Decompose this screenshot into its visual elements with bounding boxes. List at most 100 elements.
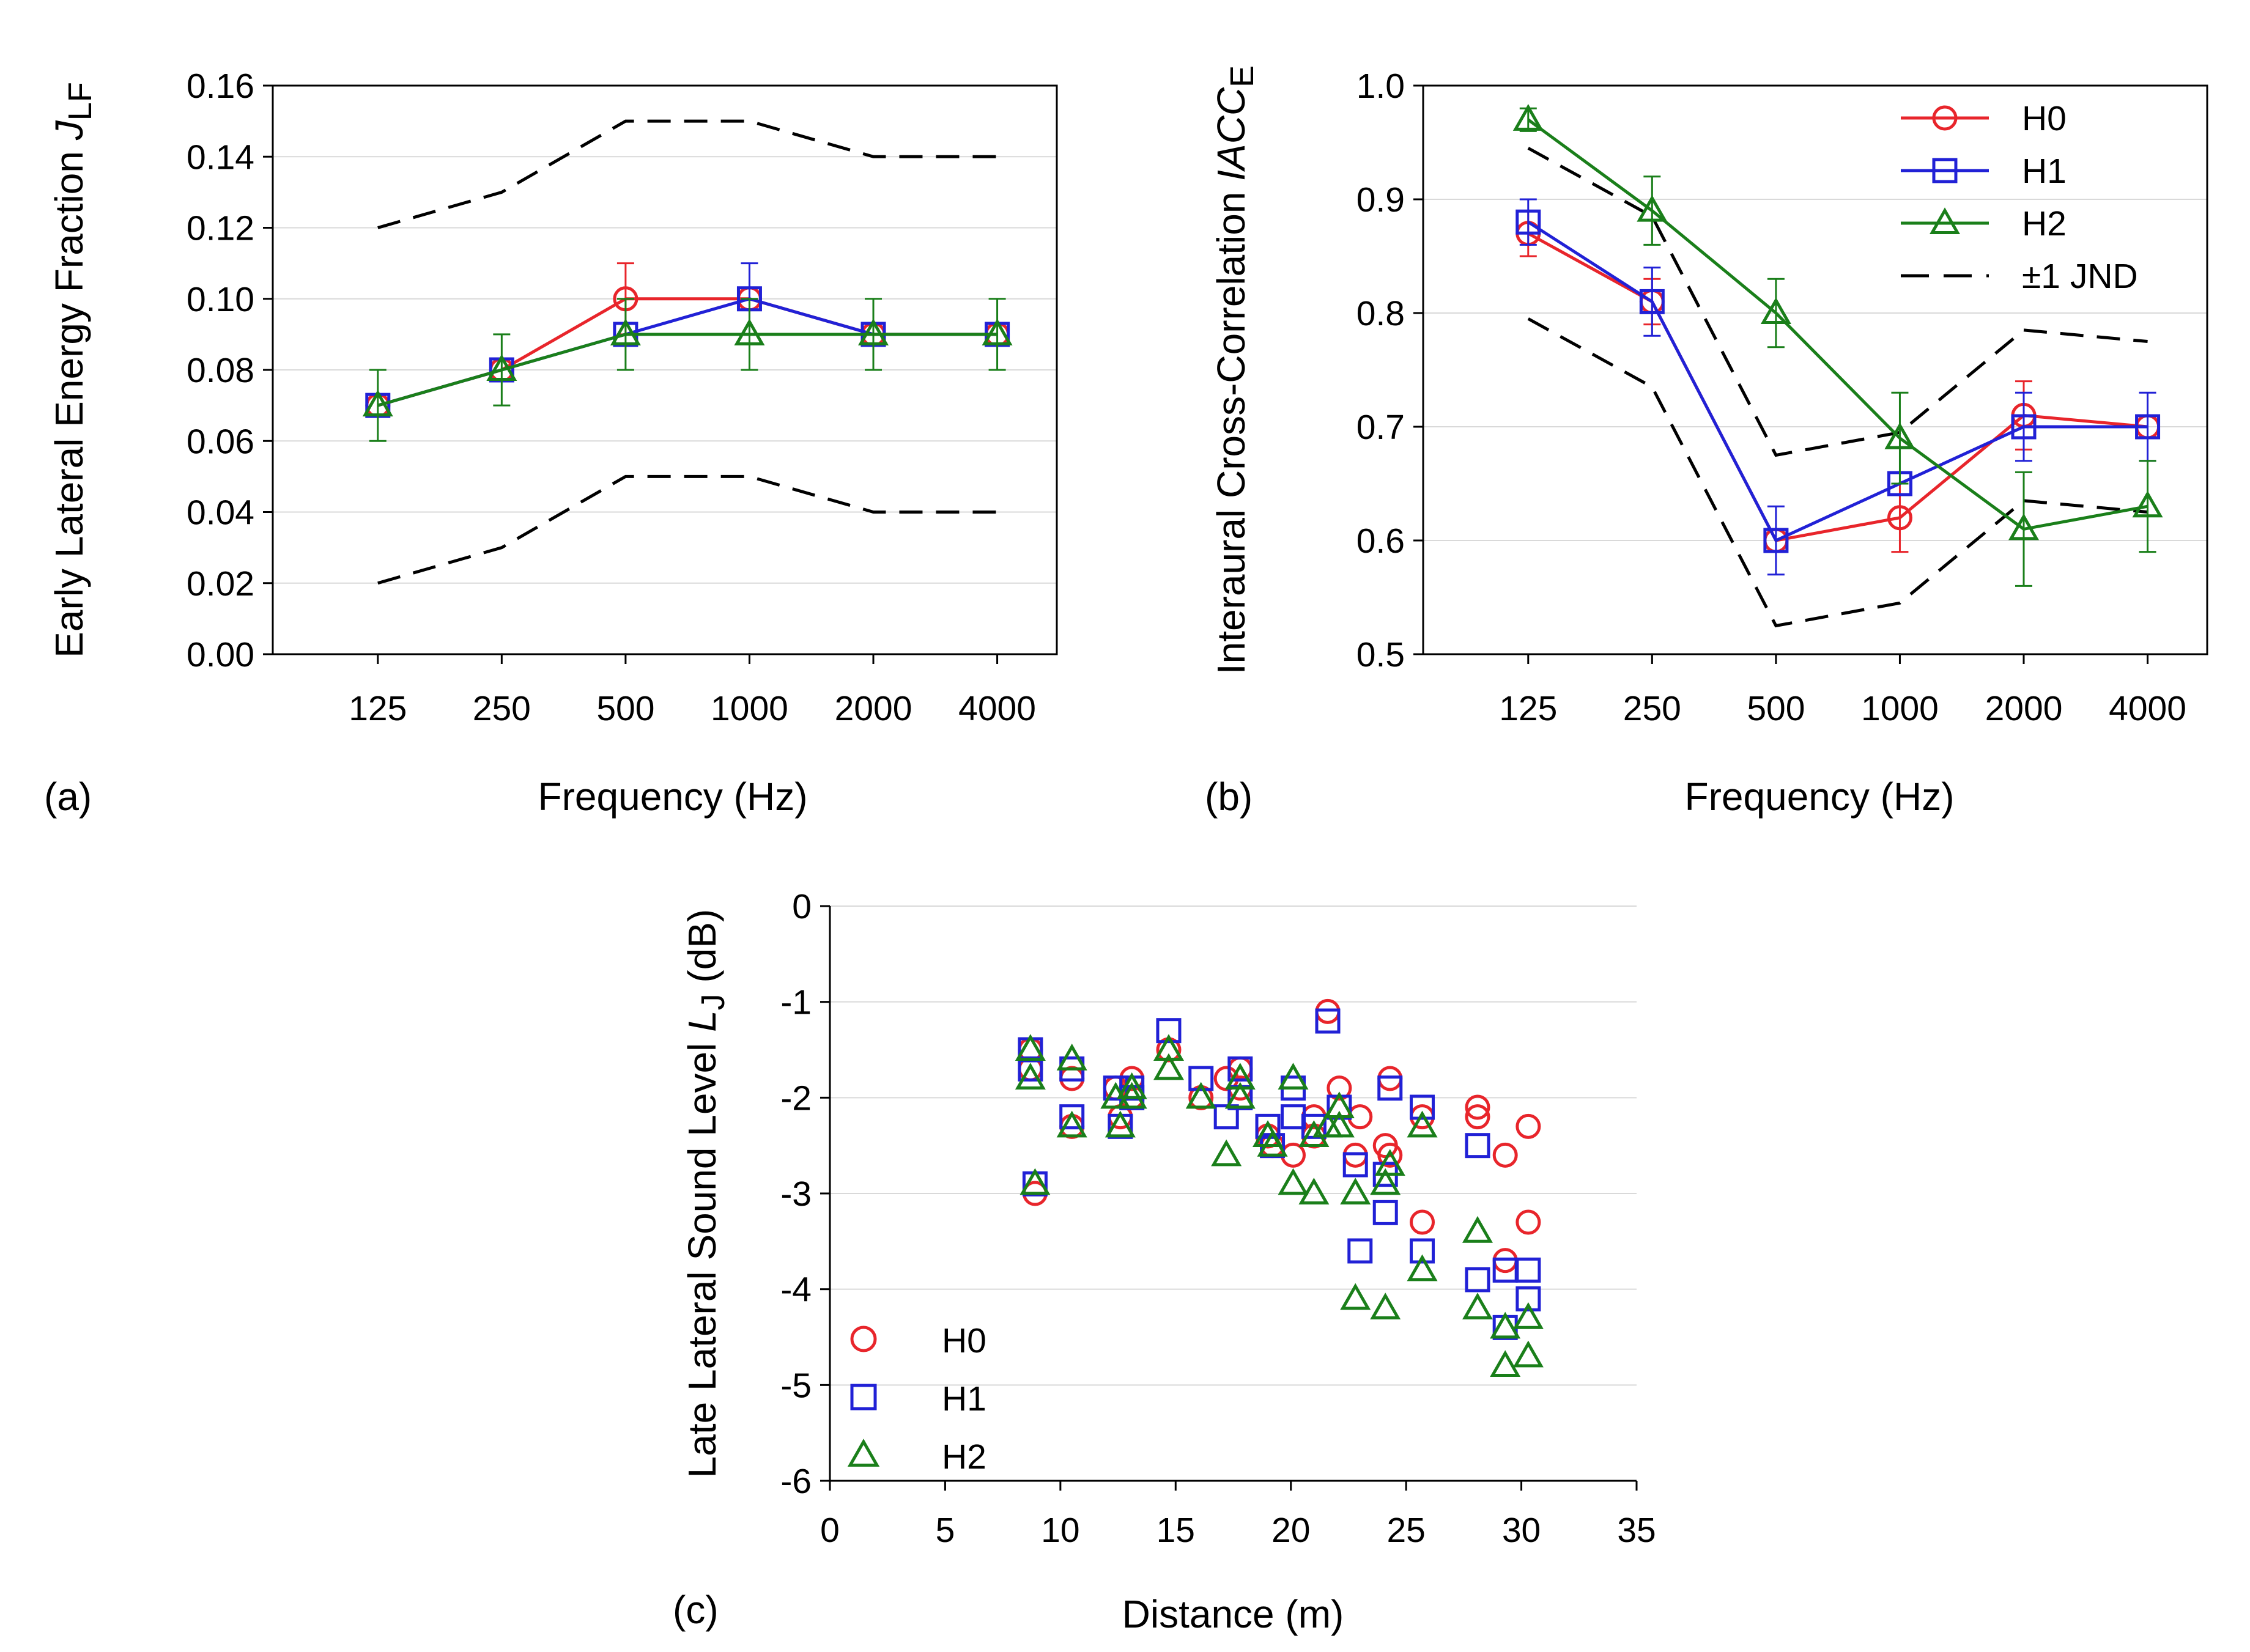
a-series-h2-point — [610, 319, 641, 345]
c-ylabel-symbol: L — [680, 1010, 724, 1032]
a-ytick-label: 0.00 — [187, 635, 254, 674]
b-legend-jnd-label: ±1 JND — [2022, 257, 2138, 296]
b-series-h1-point — [2135, 414, 2161, 440]
c-series-h2-point — [1340, 1283, 1371, 1310]
c-legend-h0-marker — [850, 1326, 877, 1352]
c-series-h2-point — [1374, 1149, 1405, 1176]
c-ytick-label: -1 — [780, 983, 812, 1022]
c-series-h1-point — [1372, 1200, 1398, 1225]
c-ytick-label: -2 — [780, 1079, 812, 1118]
a-series-h2-line — [377, 333, 997, 407]
b-xtick-label: 1000 — [1861, 689, 1939, 728]
b-legend-h2-label: H2 — [2022, 204, 2067, 243]
c-series-h2-point — [1015, 1034, 1046, 1061]
a-gridlines — [273, 156, 1057, 584]
a-ylabel-sub: LF — [62, 82, 98, 120]
c-legend-h0-label: H0 — [942, 1321, 986, 1360]
c-legend-h2-label: H2 — [942, 1437, 986, 1477]
b-ylabel-sub: E — [1224, 65, 1260, 87]
c-legend: H0 H1 H2 — [847, 1321, 986, 1477]
b-plot-frame — [1422, 84, 2208, 655]
c-legend-h1-label: H1 — [942, 1379, 986, 1418]
c-series-h2-point — [1015, 1063, 1046, 1090]
c-series-h1-point — [1410, 1094, 1435, 1120]
c-ylabel: Late Lateral Sound Level LJ (dB) — [680, 909, 731, 1478]
c-series-h2-point — [1340, 1178, 1371, 1205]
c-series-h2-point — [1153, 1053, 1184, 1080]
c-series-h2-point — [1056, 1110, 1087, 1138]
c-series-h2-point — [1056, 1043, 1087, 1071]
c-series-h1-point — [1465, 1267, 1490, 1292]
c-series-h0-point — [1465, 1104, 1490, 1130]
c-xtick-label: 5 — [936, 1511, 955, 1550]
c-series-h1-point — [1515, 1257, 1541, 1283]
c-series-h1-point — [1377, 1075, 1403, 1101]
panel-a: 0.00 0.02 0.04 0.06 0.08 0.10 0.12 0.14 0.16 125 2… — [44, 67, 1058, 819]
a-ytick-label: 0.10 — [187, 280, 254, 319]
a-ylabel: Early Lateral Energy Fraction JLF — [47, 82, 98, 658]
a-series-h2-point — [982, 319, 1013, 345]
a-ytick-label: 0.14 — [187, 138, 254, 177]
b-xlabel: Frequency (Hz) — [1685, 775, 1955, 819]
b-legend: H0 H1 H2 ±1 JND — [1901, 99, 2138, 296]
a-ytick-label: 0.02 — [187, 564, 254, 603]
b-xtick-label: 2000 — [1985, 689, 2063, 728]
c-series-h1-point — [1188, 1066, 1214, 1091]
b-series-h2-point — [1637, 194, 1668, 222]
c-ytick-label: -3 — [780, 1174, 812, 1214]
b-ticks: 0.5 0.6 0.7 0.8 0.9 1.0 125 250 500 1000 2000 4000 — [1356, 67, 2186, 728]
a-jnd-lower-line — [377, 474, 997, 585]
c-series-h2-point — [1020, 1168, 1051, 1195]
b-legend-h2-marker — [1929, 207, 1961, 235]
b-series-h2-point — [2132, 490, 2163, 518]
a-series-h0-line — [377, 297, 997, 407]
a-xtick-label: 1000 — [711, 689, 788, 728]
a-xtick-label: 500 — [596, 689, 654, 728]
a-series-h2-point — [858, 319, 889, 345]
c-series-h1-point — [1315, 1008, 1341, 1034]
b-legend-h1-label: H1 — [2022, 152, 2067, 191]
b-jnd-lower-line — [1527, 317, 2148, 628]
c-legend-h2-marker — [847, 1439, 880, 1467]
a-ytick-label: 0.04 — [187, 493, 254, 533]
c-ylabel-main: Late Lateral Sound Level — [680, 1032, 724, 1478]
b-ytick-label: 0.6 — [1356, 522, 1405, 561]
c-legend-h1-marker — [850, 1384, 877, 1410]
b-ylabel-symbol: IACC — [1209, 87, 1253, 181]
a-xtick-label: 125 — [349, 689, 407, 728]
b-jnd-lines — [1527, 147, 2148, 628]
a-series-h2-point — [362, 389, 393, 417]
c-xtick-label: 25 — [1386, 1511, 1425, 1550]
c-ytick-label: -6 — [780, 1462, 812, 1501]
c-series-h2-point — [1407, 1110, 1438, 1138]
a-xlabel: Frequency (Hz) — [538, 775, 808, 819]
c-series-h2-point — [1105, 1110, 1136, 1138]
b-ytick-label: 0.5 — [1356, 635, 1405, 674]
c-series-h2-point — [1278, 1168, 1309, 1195]
c-series-h1-point — [1342, 1152, 1368, 1178]
c-series-h1-point — [1347, 1238, 1373, 1264]
c-series-h2-point — [1370, 1292, 1401, 1320]
c-series-h2-point — [1257, 1129, 1288, 1157]
a-series-h2-point — [734, 319, 765, 345]
a-ytick-label: 0.06 — [187, 422, 254, 461]
c-series-h1-point — [1280, 1104, 1306, 1130]
c-series-h2-point — [1490, 1311, 1521, 1339]
c-series-h2-point — [1323, 1110, 1355, 1138]
c-xtick-label: 15 — [1156, 1511, 1195, 1550]
a-ytick-label: 0.16 — [187, 67, 254, 106]
b-series — [1512, 104, 2163, 587]
b-xtick-label: 500 — [1747, 689, 1805, 728]
a-series-h1-line — [377, 297, 997, 407]
b-series-h2-point — [2008, 513, 2040, 540]
c-series — [1015, 998, 1544, 1377]
panel-c: -6 -5 -4 -3 -2 -1 0 0 5 10 15 20 25 30 35 H0 H1 H2 Dista… — [673, 887, 1656, 1636]
b-series-h2-point — [1884, 422, 1915, 449]
b-ylabel: Interaural Cross-Correlation IACCE — [1209, 65, 1260, 674]
c-series-h1-point — [1465, 1133, 1490, 1159]
b-ylabel-main: Interaural Cross-Correlation — [1209, 181, 1253, 674]
a-panel-label: (a) — [44, 775, 92, 819]
c-series-h2-point — [1298, 1178, 1330, 1205]
b-series-h1-point — [2011, 414, 2037, 440]
b-ytick-label: 0.7 — [1356, 408, 1405, 447]
